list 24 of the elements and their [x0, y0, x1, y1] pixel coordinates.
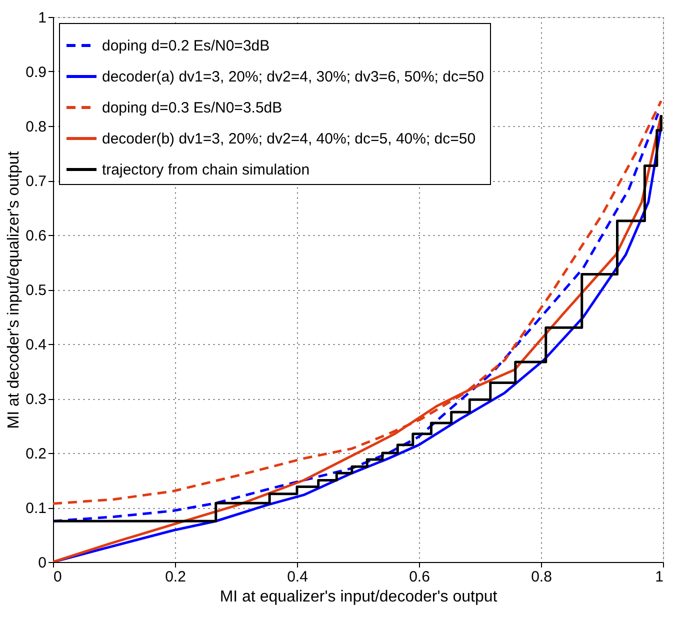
y-tick-label: 0.3 — [26, 391, 46, 408]
legend-label: decoder(a) dv1=3, 20%; dv2=4, 30%; dv3=6, 50%; dc=50 — [102, 68, 484, 86]
legend-label: doping d=0.3 Es/N0=3.5dB — [102, 100, 282, 116]
x-tick-label: 0.4 — [287, 568, 308, 586]
y-tick-label: 0 — [38, 554, 46, 572]
y-tick-label: 0.5 — [26, 282, 46, 299]
x-tick-label: 0.8 — [531, 568, 552, 586]
x-axis-title: MI at equalizer's input/decoder's output — [220, 588, 498, 606]
legend-label: doping d=0.2 Es/N0=3dB — [102, 38, 270, 54]
y-tick-label: 0.7 — [26, 173, 46, 190]
y-tick-label: 0.4 — [26, 336, 46, 354]
x-tick-label: 0 — [54, 568, 62, 586]
x-tick-label: 1 — [655, 568, 664, 586]
y-tick-label: 0.6 — [26, 228, 46, 244]
y-tick-label: 0.9 — [26, 64, 46, 81]
y-tick-label: 0.8 — [26, 118, 46, 136]
y-tick-label: 0.2 — [26, 446, 46, 462]
y-tick-label: 0.1 — [26, 500, 46, 517]
legend-label: decoder(b) dv1=3, 20%; dv2=4, 40%; dc=5, 40%; dc=50 — [102, 130, 476, 148]
x-tick-label: 0.6 — [409, 568, 430, 586]
y-axis-title: MI at decoder's input/equalizer's output — [6, 150, 23, 429]
legend-label: trajectory from chain simulation — [102, 162, 310, 178]
x-tick-label: 0.2 — [165, 568, 186, 586]
y-tick-label: 1 — [38, 10, 46, 26]
